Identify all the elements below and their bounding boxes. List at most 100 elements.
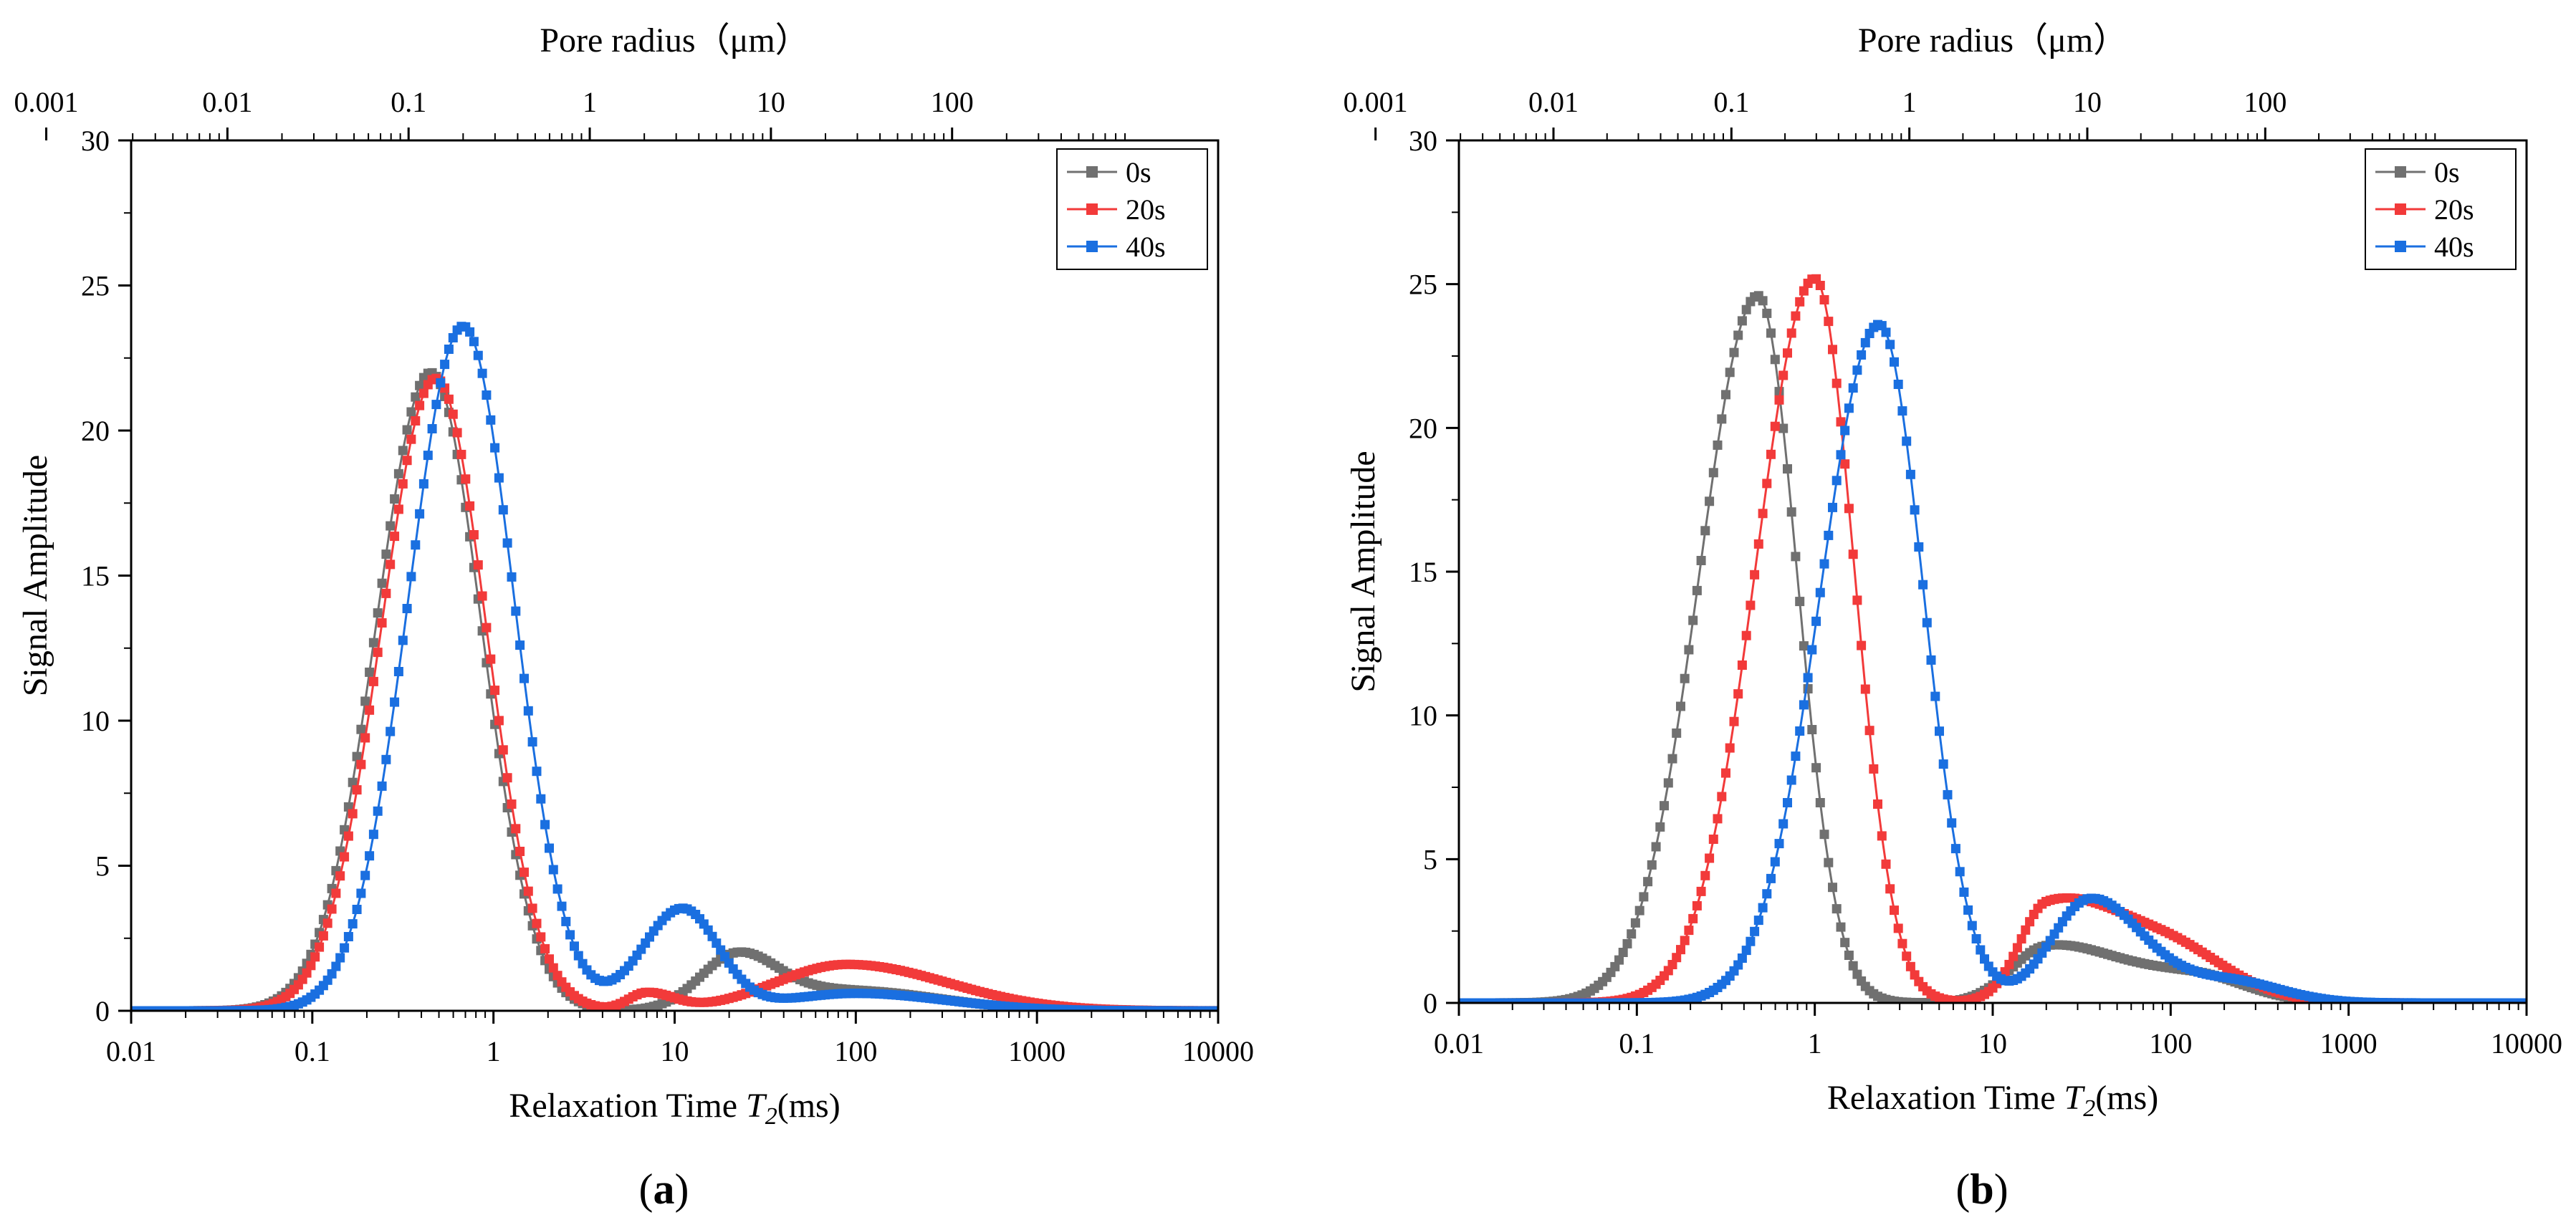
series-20s: [131, 373, 1218, 1011]
data-point-20s: [386, 559, 396, 570]
y-axis-title: Signal Amplitude: [1344, 451, 1382, 692]
data-point-40s: [511, 606, 521, 616]
legend: 0s 20s 40s: [1056, 148, 1208, 270]
data-point-20s: [1890, 905, 1899, 916]
data-point-0s: [1729, 347, 1739, 357]
data-point-20s: [1869, 764, 1879, 774]
data-point-0s: [1692, 585, 1702, 595]
data-point-40s: [444, 345, 454, 354]
legend-marker: [1086, 241, 1098, 252]
data-point-20s: [2000, 967, 2010, 977]
data-point-20s: [477, 591, 487, 601]
data-point-40s: [1980, 954, 1989, 964]
data-point-20s: [490, 686, 500, 696]
data-point-0s: [1733, 330, 1743, 340]
data-point-40s: [1213, 1006, 1218, 1011]
data-point-20s: [1766, 449, 1776, 459]
top-tick-label: 0.001: [1344, 86, 1408, 118]
data-point-20s: [1708, 835, 1718, 844]
data-point-40s: [1902, 436, 1912, 446]
data-point-0s: [360, 696, 370, 706]
data-point-20s: [515, 847, 525, 856]
panel-label-letter: b: [1970, 1166, 1993, 1213]
data-point-0s: [1778, 423, 1789, 433]
data-point-40s: [1758, 903, 1768, 913]
data-point-40s: [1881, 327, 1891, 337]
top-tick-label: 10: [2073, 86, 2102, 118]
top-tick-label: 10: [757, 86, 785, 118]
data-point-20s: [1905, 961, 1915, 971]
data-point-0s: [381, 549, 391, 559]
data-point-40s: [1795, 726, 1805, 736]
data-point-20s: [415, 400, 425, 410]
data-point-40s: [1807, 645, 1817, 655]
data-point-0s: [1680, 673, 1690, 683]
data-point-40s: [368, 830, 378, 840]
data-point-0s: [1766, 328, 1776, 338]
data-point-0s: [1630, 918, 1640, 928]
data-point-0s: [1639, 892, 1649, 902]
data-point-0s: [1696, 556, 1706, 565]
data-point-20s: [548, 963, 558, 973]
data-point-40s: [1746, 936, 1756, 946]
data-point-20s: [532, 918, 542, 928]
data-point-20s: [381, 588, 391, 598]
x-tick-label: 100: [834, 1035, 877, 1067]
legend-marker: [1086, 166, 1098, 178]
data-point-40s: [1976, 945, 1986, 955]
data-point-0s: [1705, 496, 1715, 506]
data-point-40s: [557, 901, 567, 911]
data-point-40s: [393, 667, 403, 676]
data-point-40s: [1840, 426, 1850, 436]
data-point-20s: [418, 388, 428, 398]
data-point-20s: [482, 623, 492, 633]
data-point-40s: [398, 635, 408, 645]
data-point-20s: [411, 416, 421, 426]
data-point-20s: [536, 932, 546, 942]
data-point-20s: [494, 716, 504, 726]
top-tick-label: 100: [2244, 86, 2287, 118]
data-point-0s: [1660, 801, 1669, 811]
data-point-20s: [1746, 600, 1756, 610]
data-point-40s: [561, 916, 571, 926]
data-point-20s: [318, 931, 328, 941]
data-point-20s: [1857, 640, 1867, 650]
data-point-0s: [373, 608, 383, 618]
data-point-40s: [1770, 857, 1780, 867]
data-point-0s: [1836, 922, 1846, 932]
data-point-20s: [1750, 570, 1760, 580]
data-point-20s: [1753, 539, 1763, 549]
x-axis-title: Relaxation Time T2(ms): [1827, 1079, 2158, 1122]
data-point-40s: [1811, 616, 1821, 626]
data-point-20s: [1815, 281, 1825, 290]
data-point-20s: [1733, 689, 1743, 699]
legend-item-0s: 0s: [1067, 156, 1151, 188]
data-point-20s: [1667, 960, 1677, 969]
data-point-0s: [386, 521, 396, 531]
data-point-40s: [448, 333, 458, 342]
x-tick-label: 0.01: [106, 1035, 156, 1067]
top-tick-label: 0.01: [1528, 86, 1579, 118]
data-point-20s: [1819, 295, 1829, 304]
data-point-40s: [1778, 819, 1789, 829]
data-point-20s: [1783, 348, 1792, 358]
legend-item-20s: 20s: [2375, 193, 2474, 226]
legend-item-20s: 20s: [1067, 193, 1166, 226]
x-tick-label: 10000: [1182, 1035, 1254, 1067]
data-point-0s: [1647, 860, 1657, 870]
data-point-0s: [352, 751, 362, 761]
x-axis-title-unit: (ms): [777, 1087, 841, 1125]
data-point-0s: [1676, 701, 1685, 711]
plot-frame: [130, 139, 1220, 1012]
data-point-0s: [1819, 830, 1829, 840]
data-point-40s: [1762, 889, 1772, 899]
data-point-40s: [1791, 751, 1801, 761]
data-point-0s: [348, 777, 358, 787]
data-point-20s: [473, 560, 483, 570]
data-point-40s: [473, 350, 483, 360]
data-point-0s: [1824, 857, 1834, 868]
x-tick-label: 100: [2149, 1027, 2192, 1060]
data-point-0s: [1783, 464, 1792, 474]
data-point-20s: [1852, 595, 1862, 605]
data-point-0s: [1721, 390, 1730, 400]
